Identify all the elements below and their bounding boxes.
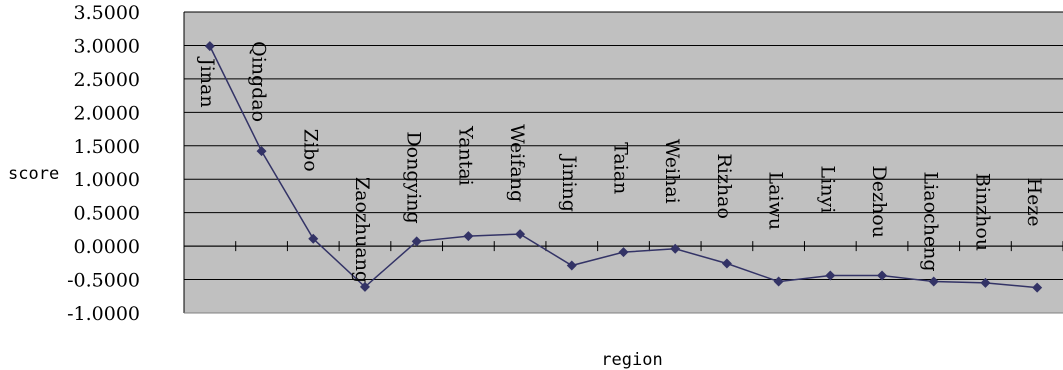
category-label: Qingdao — [248, 41, 270, 122]
category-label: Jining — [558, 154, 580, 212]
data-point-marker — [204, 41, 215, 52]
category-labels: Jinan Qingdao Zibo Zaozhuang Dongying Yantai W… — [196, 41, 1045, 283]
y-tick-label: 0.5000 — [74, 203, 140, 225]
data-point-marker — [877, 270, 888, 281]
data-point-marker — [256, 146, 267, 157]
y-tick-label: 1.0000 — [74, 169, 140, 191]
y-tick-label: 2.0000 — [74, 102, 140, 124]
category-label: Weifang — [506, 124, 528, 202]
data-point-marker — [1032, 282, 1043, 293]
category-label: Linyi — [816, 166, 838, 214]
data-point-marker — [773, 276, 784, 287]
category-label: Jinan — [196, 56, 218, 108]
data-point-marker — [670, 243, 681, 254]
category-label: Taian — [610, 142, 632, 194]
y-tick-label: -0.5000 — [67, 270, 140, 292]
category-label: Zibo — [299, 129, 321, 172]
category-label: Rizhao — [713, 154, 735, 219]
y-axis-tick-labels: 3.5000 3.0000 2.5000 2.0000 1.5000 1.0000 0.50… — [67, 2, 140, 325]
y-tick-label: -1.0000 — [67, 303, 140, 325]
category-label: Dezhou — [868, 166, 890, 238]
category-label: Zaozhuang — [351, 177, 373, 283]
category-label: Yantai — [454, 125, 476, 186]
category-label: Binzhou — [971, 173, 993, 251]
category-label: Dongying — [403, 131, 425, 223]
data-point-marker — [566, 260, 577, 271]
category-label: Laiwu — [765, 172, 787, 231]
data-point-marker — [308, 233, 319, 244]
data-point-marker — [980, 277, 991, 288]
y-tick-label: 3.0000 — [74, 35, 140, 57]
category-label: Weihai — [661, 139, 683, 204]
y-tick-label: 1.5000 — [74, 136, 140, 158]
y-axis-title: score — [8, 164, 59, 184]
data-point-marker — [721, 258, 732, 269]
data-point-marker — [825, 270, 836, 281]
category-label: Liaocheng — [920, 172, 942, 272]
data-point-marker — [463, 231, 474, 242]
data-point-marker — [515, 229, 526, 240]
category-label: Heze — [1023, 178, 1045, 227]
y-tick-label: 2.5000 — [74, 69, 140, 91]
data-point-marker — [411, 236, 422, 247]
plot-area — [184, 12, 1063, 313]
y-tick-label: 3.5000 — [74, 2, 140, 24]
y-tick-label: 0.0000 — [74, 236, 140, 258]
data-point-marker — [928, 276, 939, 287]
data-point-marker — [359, 281, 370, 292]
series-line — [204, 41, 1043, 293]
x-axis-title: region — [601, 350, 662, 370]
data-point-marker — [618, 247, 629, 258]
